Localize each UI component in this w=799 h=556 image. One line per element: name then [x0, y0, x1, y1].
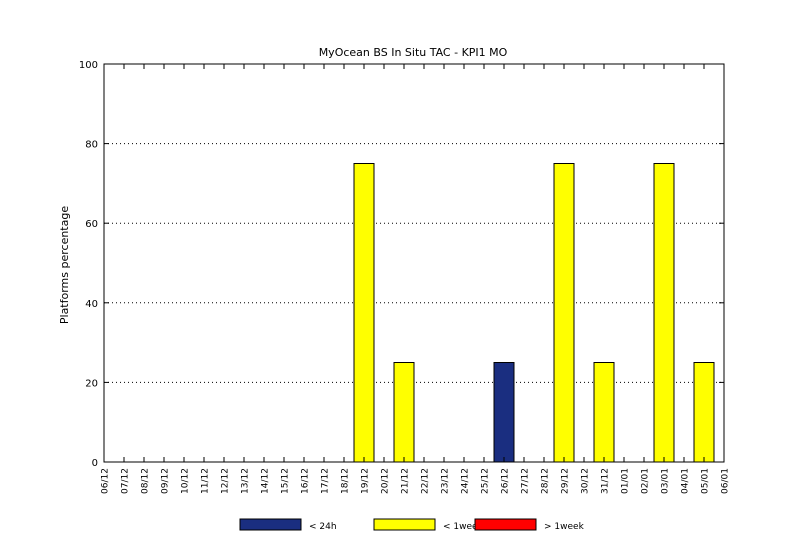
- legend-label: < 1week: [443, 522, 484, 532]
- x-tick-label: 17/12: [321, 468, 331, 494]
- bar: [553, 163, 575, 463]
- chart-title: MyOcean BS In Situ TAC - KPI1 MO: [319, 46, 508, 59]
- x-tick-label: 13/12: [241, 468, 251, 494]
- x-tick-label: 08/12: [141, 468, 151, 494]
- x-tick-label: 23/12: [441, 468, 451, 494]
- y-tick-label: 0: [92, 458, 98, 469]
- x-tick-label: 04/01: [681, 468, 691, 494]
- x-tick-label: 30/12: [581, 468, 591, 494]
- legend-label: < 24h: [309, 522, 337, 532]
- legend-swatch: [373, 518, 436, 531]
- x-tick-label: 05/01: [701, 468, 711, 494]
- x-tick-label: 15/12: [281, 468, 291, 494]
- legend-swatch: [474, 518, 537, 531]
- bar: [593, 362, 615, 463]
- x-tick-label: 29/12: [561, 468, 571, 494]
- x-tick-label: 24/12: [461, 468, 471, 494]
- x-tick-label: 22/12: [421, 468, 431, 494]
- y-tick-label: 60: [85, 219, 98, 230]
- x-tick-label: 28/12: [541, 468, 551, 494]
- x-tick-label: 31/12: [601, 468, 611, 494]
- x-tick-label: 20/12: [381, 468, 391, 494]
- x-tick-label: 06/01: [721, 468, 731, 494]
- x-tick-label: 11/12: [201, 468, 211, 494]
- x-tick-label: 09/12: [161, 468, 171, 494]
- grid-lines: [104, 143, 724, 383]
- legend: < 24h < 1week > 1week: [239, 518, 585, 532]
- bars: [353, 163, 715, 463]
- y-axis-label: Platforms percentage: [58, 206, 71, 324]
- x-tick-label: 25/12: [481, 468, 491, 494]
- y-tick-label: 100: [79, 60, 98, 71]
- y-tick-label: 80: [85, 140, 98, 151]
- x-axis: 06/12 07/12 08/12 09/12 10/12 11/12 12/12 13/12…: [101, 64, 731, 494]
- x-tick-label: 16/12: [301, 468, 311, 494]
- bar: [353, 163, 375, 463]
- x-tick-label: 21/12: [401, 468, 411, 494]
- x-tick-label: 19/12: [361, 468, 371, 494]
- x-tick-label: 02/01: [641, 468, 651, 494]
- y-tick-label: 20: [85, 378, 98, 389]
- x-tick-label: 12/12: [221, 468, 231, 494]
- legend-swatch: [239, 518, 302, 531]
- x-tick-label: 03/01: [661, 468, 671, 494]
- bar: [493, 362, 515, 463]
- x-tick-label: 26/12: [501, 468, 511, 494]
- bar: [653, 163, 675, 463]
- x-tick-label: 06/12: [101, 468, 111, 494]
- legend-label: > 1week: [544, 522, 585, 532]
- x-tick-label: 10/12: [181, 468, 191, 494]
- x-tick-label: 01/01: [621, 468, 631, 494]
- x-tick-label: 07/12: [121, 468, 131, 494]
- y-axis: 0 20 40 60 80 100: [79, 60, 724, 469]
- y-tick-label: 40: [85, 299, 98, 310]
- bar: [393, 362, 415, 463]
- x-tick-label: 18/12: [341, 468, 351, 494]
- x-tick-label: 14/12: [261, 468, 271, 494]
- plot-frame: [103, 63, 725, 463]
- x-tick-label: 27/12: [521, 468, 531, 494]
- bar: [693, 362, 715, 463]
